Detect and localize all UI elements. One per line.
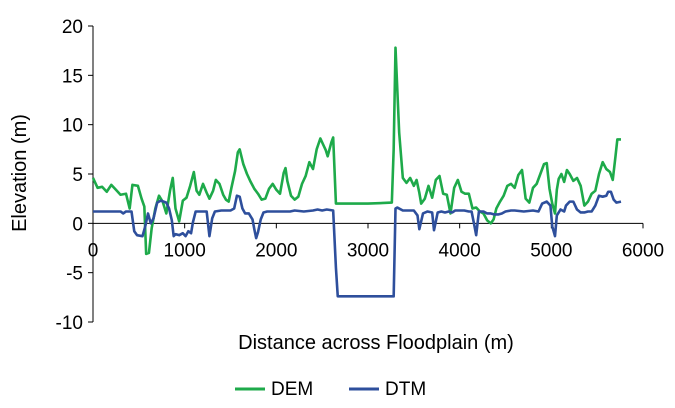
y-tick-label: 15 bbox=[62, 66, 83, 87]
x-tick-label: 6000 bbox=[622, 240, 664, 261]
y-tick-label: -10 bbox=[56, 313, 83, 334]
x-tick-label: 4000 bbox=[439, 240, 481, 261]
series-line-dtm bbox=[93, 190, 622, 298]
y-tick-label: 10 bbox=[62, 116, 83, 137]
legend-label-dem: DEM bbox=[271, 379, 313, 400]
y-tick-label: -5 bbox=[66, 264, 83, 285]
x-axis-title: Distance across Floodplain (m) bbox=[238, 332, 514, 354]
series-line-dem bbox=[91, 46, 621, 256]
y-tick-label: 5 bbox=[72, 165, 83, 186]
x-tick-label: 3000 bbox=[347, 240, 389, 261]
legend-label-dtm: DTM bbox=[385, 379, 426, 400]
series-layer bbox=[91, 46, 622, 298]
y-tick-label: 0 bbox=[72, 214, 83, 235]
x-tick-label: 0 bbox=[88, 240, 99, 261]
x-tick-label: 2000 bbox=[255, 240, 297, 261]
x-tick-label: 5000 bbox=[530, 240, 572, 261]
x-tick-label: 1000 bbox=[164, 240, 206, 261]
legend: DEM DTM bbox=[235, 379, 426, 400]
axes bbox=[88, 25, 644, 323]
y-axis-title: Elevation (m) bbox=[9, 114, 31, 232]
y-tick-label: 20 bbox=[62, 17, 83, 38]
